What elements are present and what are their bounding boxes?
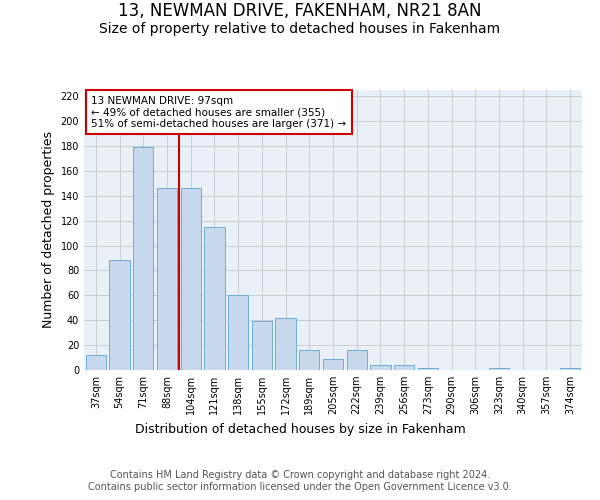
- Bar: [347, 350, 367, 370]
- Text: 13 NEWMAN DRIVE: 97sqm
← 49% of detached houses are smaller (355)
51% of semi-de: 13 NEWMAN DRIVE: 97sqm ← 49% of detached…: [91, 96, 347, 129]
- Bar: [418, 368, 438, 370]
- Text: 13, NEWMAN DRIVE, FAKENHAM, NR21 8AN: 13, NEWMAN DRIVE, FAKENHAM, NR21 8AN: [118, 2, 482, 21]
- Bar: [109, 260, 130, 370]
- Text: Distribution of detached houses by size in Fakenham: Distribution of detached houses by size …: [134, 422, 466, 436]
- Bar: [394, 365, 414, 370]
- Bar: [275, 318, 296, 370]
- Bar: [86, 355, 106, 370]
- Bar: [489, 368, 509, 370]
- Bar: [560, 368, 580, 370]
- Bar: [157, 188, 177, 370]
- Text: Size of property relative to detached houses in Fakenham: Size of property relative to detached ho…: [100, 22, 500, 36]
- Text: Contains HM Land Registry data © Crown copyright and database right 2024.
Contai: Contains HM Land Registry data © Crown c…: [88, 470, 512, 492]
- Bar: [299, 350, 319, 370]
- Bar: [323, 359, 343, 370]
- Bar: [133, 147, 154, 370]
- Bar: [228, 296, 248, 370]
- Bar: [205, 227, 224, 370]
- Bar: [370, 365, 391, 370]
- Y-axis label: Number of detached properties: Number of detached properties: [42, 132, 55, 328]
- Bar: [181, 188, 201, 370]
- Bar: [252, 322, 272, 370]
